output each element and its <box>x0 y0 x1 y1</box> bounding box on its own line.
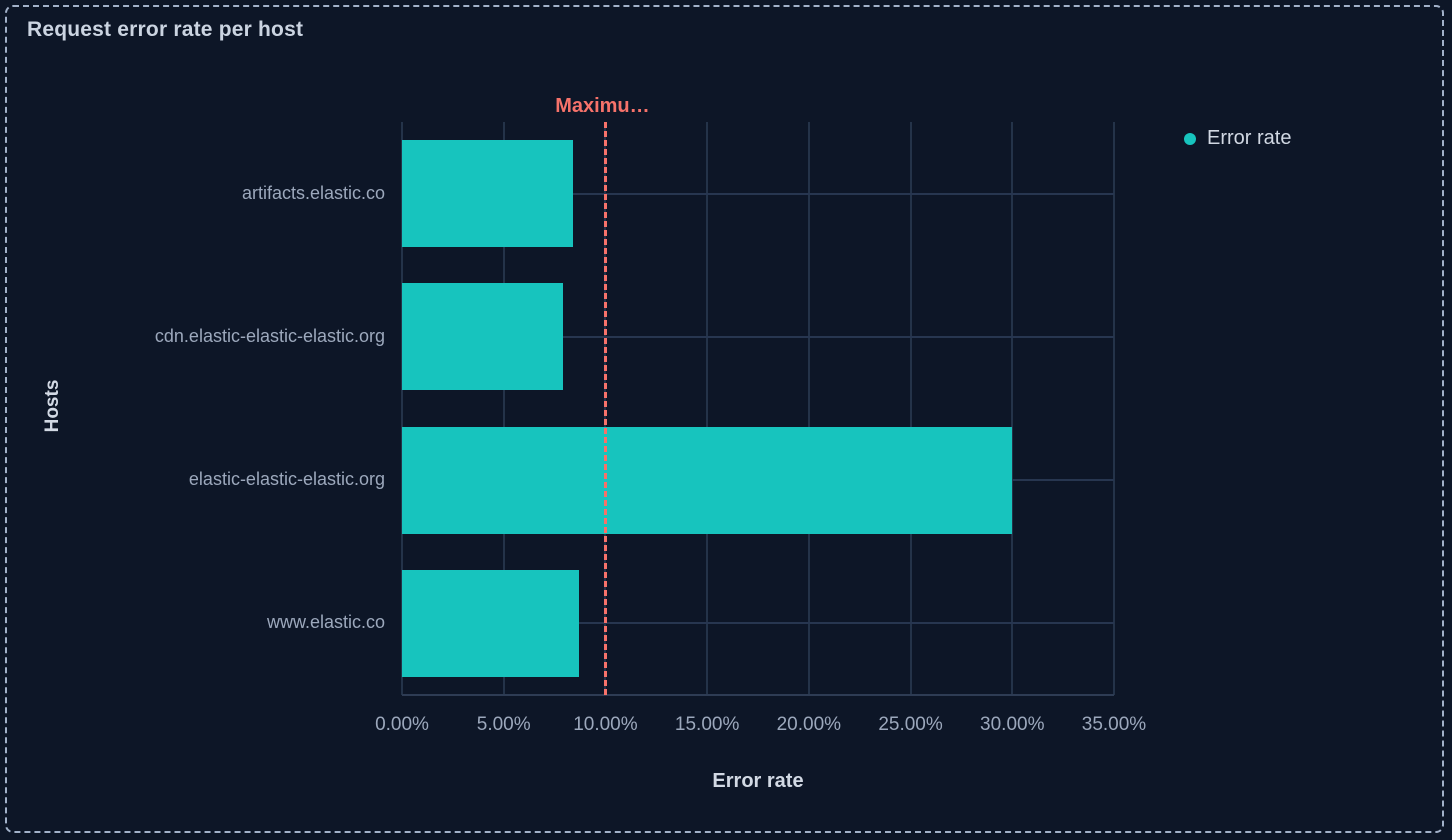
legend-item-error-rate[interactable]: Error rate <box>1184 127 1291 150</box>
x-axis-tick-label: 15.00% <box>674 714 740 735</box>
x-axis-tick-label: 30.00% <box>980 714 1045 735</box>
y-gridline <box>402 335 1114 338</box>
y-gridline <box>402 192 1114 195</box>
y-axis-tick-label: artifacts.elastic.co <box>241 182 385 203</box>
x-axis-tick-label: 5.00% <box>476 714 531 735</box>
bar-cdn-elastic-elastic-elastic-org[interactable] <box>402 283 563 391</box>
legend: Error rate <box>1184 127 1291 150</box>
x-gridline <box>807 122 810 695</box>
x-axis-tick-label: 25.00% <box>878 714 943 735</box>
x-axis-tick-label: 20.00% <box>776 714 842 735</box>
x-axis-tick-label: 0.00% <box>375 714 429 735</box>
x-gridline <box>706 122 709 695</box>
x-gridline <box>502 122 505 695</box>
bar-www-elastic-co[interactable] <box>402 569 579 677</box>
x-axis-tick-label: 10.00% <box>573 714 638 735</box>
panel-title: Request error rate per host <box>27 18 304 41</box>
y-axis-title: Hosts <box>42 379 63 433</box>
circle-icon <box>1184 132 1196 145</box>
legend-label: Error rate <box>1207 127 1292 149</box>
y-axis-tick-label: elastic-elastic-elastic.org <box>188 469 385 490</box>
x-axis-tick-label: 35.00% <box>1081 714 1147 735</box>
x-gridline <box>1113 122 1115 695</box>
x-axis-title: Error rate <box>712 770 804 792</box>
reference-line <box>603 122 607 695</box>
reference-line-label: Maximu… <box>555 95 650 117</box>
y-axis-tick-label: cdn.elastic-elastic-elastic.org <box>154 325 385 346</box>
x-axis-line <box>402 694 1114 696</box>
x-gridline <box>1011 122 1014 695</box>
bar-elastic-elastic-elastic-org[interactable] <box>402 426 1013 534</box>
y-axis-tick-label: www.elastic.co <box>266 612 385 633</box>
y-gridline <box>402 622 1114 625</box>
bar-artifacts-elastic-co[interactable] <box>402 140 573 248</box>
x-gridline <box>909 122 912 695</box>
x-gridline <box>401 122 403 695</box>
